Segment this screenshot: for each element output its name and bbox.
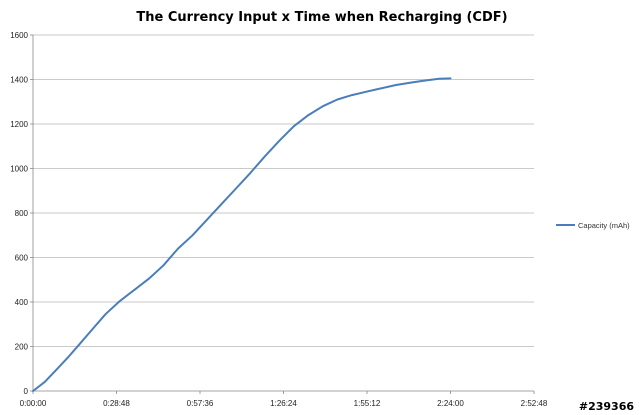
x-tick-label: 0:57:36	[187, 399, 214, 408]
x-tick-label: 1:26:24	[270, 399, 297, 408]
x-tick-label: 0:28:48	[103, 399, 130, 408]
x-axis-tick-labels: 0:00:00 0:28:48 0:57:36 1:26:24 1:55:12 2:24:…	[20, 399, 548, 408]
y-tick-label: 1200	[10, 120, 28, 129]
y-tick-label: 600	[15, 254, 29, 263]
y-tick-label: 1400	[10, 76, 28, 85]
series-line	[32, 77, 452, 392]
x-tick-label: 1:55:12	[354, 399, 381, 408]
y-tick-label: 1000	[10, 165, 28, 174]
y-tick-label: 200	[15, 343, 29, 352]
x-tick-label: 2:52:48	[521, 399, 548, 408]
x-tick-label: 2:24:00	[437, 399, 464, 408]
legend: Capacity (mAh)	[556, 221, 630, 230]
x-tick-label: 0:00:00	[20, 399, 47, 408]
gridlines	[33, 34, 534, 347]
y-tick-label: 0	[24, 387, 29, 396]
y-tick-label: 800	[15, 209, 29, 218]
series-layer	[32, 77, 452, 392]
chart-title: The Currency Input x Time when Rechargin…	[136, 10, 507, 25]
y-tick-label: 400	[15, 298, 29, 307]
legend-label: Capacity (mAh)	[578, 221, 630, 230]
y-tick-label: 1600	[10, 31, 28, 40]
y-axis-tick-labels: 0 200 400 600 800 1000 1200 1400 1600	[10, 31, 28, 396]
axes	[30, 34, 535, 394]
watermark: #239366	[579, 400, 634, 413]
